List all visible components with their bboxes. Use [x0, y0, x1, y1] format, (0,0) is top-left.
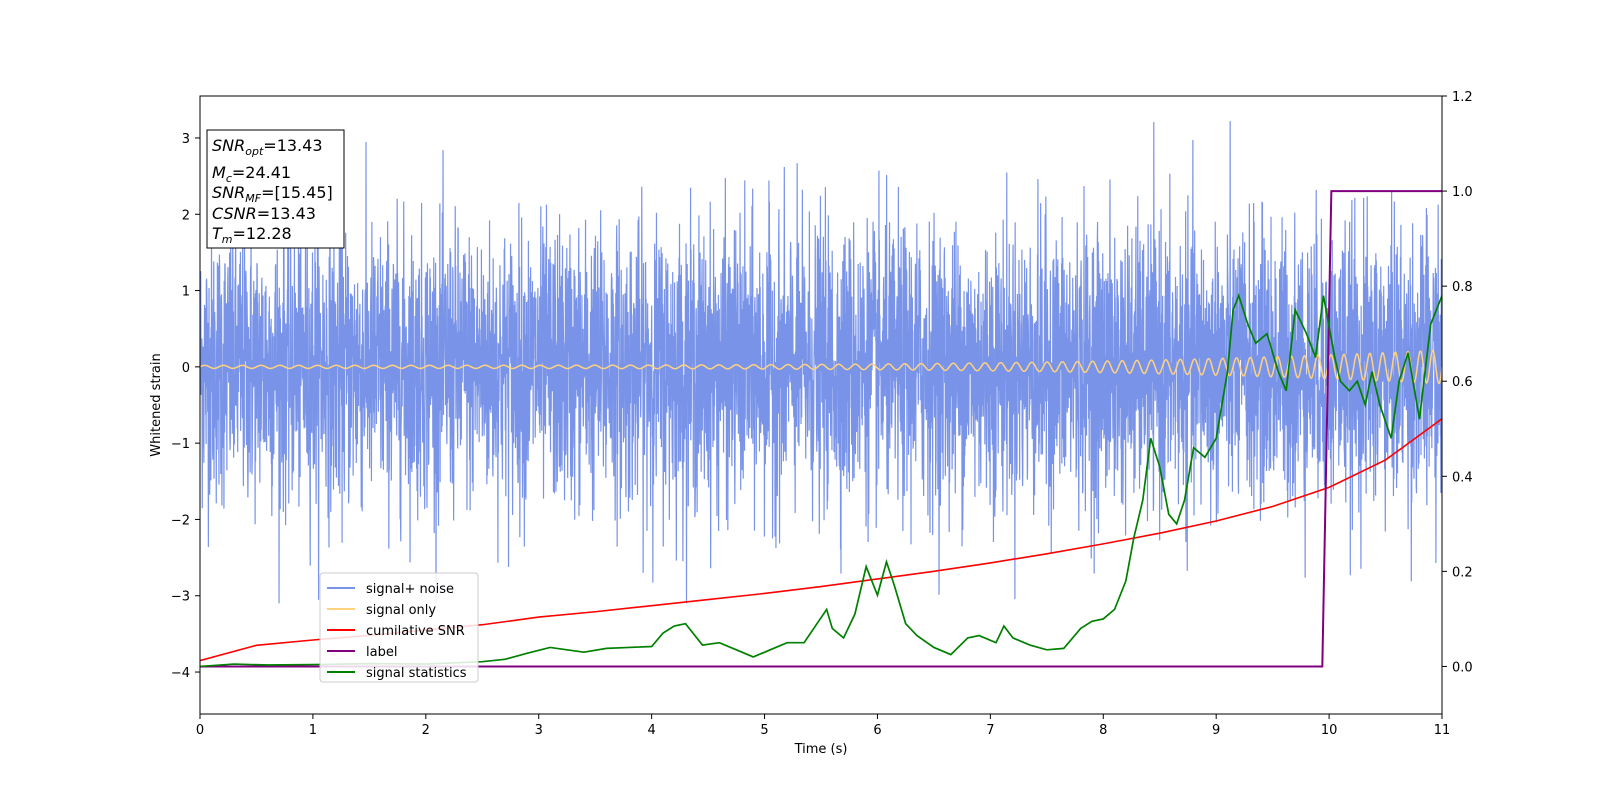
info-csnr: CSNR=13.43 — [212, 204, 316, 223]
x-axis: 0 1 2 3 4 5 6 7 8 9 10 11 — [196, 714, 1450, 738]
x-tick-label: 7 — [986, 723, 994, 738]
y-tick-label-right: 1.0 — [1452, 185, 1473, 200]
x-tick-label: 4 — [647, 723, 655, 738]
y-tick-label-right: 0.0 — [1452, 660, 1473, 675]
x-axis-label: Time (s) — [794, 742, 848, 757]
legend-entry-label: signal+ noise — [366, 582, 454, 597]
legend: signal+ noise signal only cumilative SNR la… — [319, 572, 479, 683]
y-tick-label-left: 1 — [182, 285, 190, 300]
y-axis-left: −4 −3 −2 −1 0 1 2 3 — [171, 132, 200, 681]
y-tick-label-left: −3 — [171, 590, 190, 605]
info-tm: Tm=12.28 — [212, 224, 292, 246]
y-tick-label-right: 0.4 — [1452, 470, 1473, 485]
x-tick-label: 3 — [535, 723, 543, 738]
legend-entry-label: cumilative SNR — [366, 624, 465, 639]
legend-frame — [319, 572, 479, 683]
x-tick-label: 8 — [1099, 723, 1107, 738]
info-box: SNRopt=13.43 Mc=24.41 SNRMF=[15.45] CSNR… — [206, 129, 345, 249]
y-tick-label-right: 0.2 — [1452, 565, 1473, 580]
info-snr-opt: SNRopt=13.43 — [212, 136, 323, 158]
y-tick-label-left: 3 — [182, 132, 190, 147]
x-tick-label: 11 — [1434, 723, 1451, 738]
info-snr-mf: SNRMF=[15.45] — [212, 183, 333, 205]
y-tick-label-left: −2 — [171, 513, 190, 528]
info-mc: Mc=24.41 — [212, 163, 291, 185]
series-signal-statistics-line — [200, 293, 1442, 668]
legend-entry-label: signal only — [366, 603, 436, 618]
y-tick-label-left: −1 — [171, 437, 190, 452]
y-tick-label-right: 0.6 — [1452, 375, 1473, 390]
y-axis-right: 0.0 0.2 0.4 0.6 0.8 1.0 1.2 — [1442, 90, 1473, 675]
legend-entry-label: signal statistics — [366, 666, 467, 681]
series-signal-only-line — [200, 349, 1442, 385]
x-tick-label: 10 — [1321, 723, 1338, 738]
info-box-frame — [206, 129, 345, 249]
x-tick-label: 6 — [873, 723, 881, 738]
y-tick-label-left: 2 — [182, 208, 190, 223]
series-label-line — [200, 190, 1442, 668]
plot-frame — [199, 95, 1443, 715]
x-tick-label: 9 — [1212, 723, 1220, 738]
y-tick-label-left: −4 — [171, 666, 190, 681]
y-tick-label-right: 1.2 — [1452, 90, 1473, 105]
y-tick-label-right: 0.8 — [1452, 280, 1473, 295]
x-tick-label: 1 — [309, 723, 317, 738]
y-tick-label-left: 0 — [182, 361, 190, 376]
x-tick-label: 5 — [760, 723, 768, 738]
series-signal-noise-line — [200, 121, 1442, 604]
x-tick-label: 0 — [196, 723, 204, 738]
legend-entry-label: label — [366, 645, 397, 660]
x-tick-label: 2 — [422, 723, 430, 738]
y-axis-label: Whitened strain — [149, 353, 164, 456]
